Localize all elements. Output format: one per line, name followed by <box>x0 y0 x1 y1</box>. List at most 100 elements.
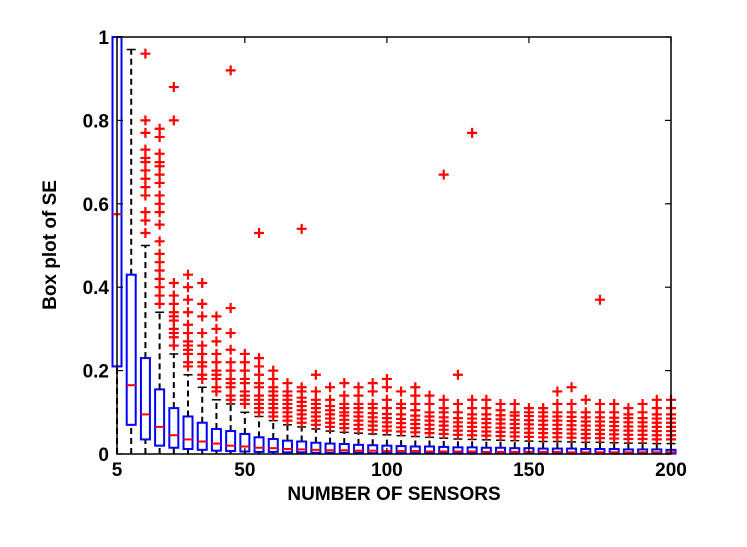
outlier-marker <box>438 403 449 414</box>
outlier-marker <box>154 248 165 259</box>
outlier-marker <box>211 348 222 359</box>
outlier-marker <box>140 227 151 238</box>
outlier-marker <box>538 403 549 414</box>
outlier-marker <box>353 390 364 401</box>
outlier-marker <box>580 407 591 418</box>
outlier-marker <box>254 378 265 389</box>
box-95 <box>367 378 379 455</box>
outlier-marker <box>594 398 605 409</box>
outlier-marker <box>239 357 250 368</box>
box-70 <box>296 223 308 454</box>
outlier-marker <box>197 348 208 359</box>
box-80 <box>324 382 336 454</box>
outlier-marker <box>282 386 293 397</box>
outlier-marker <box>168 298 179 309</box>
box-120 <box>438 169 450 455</box>
outlier-marker <box>197 328 208 339</box>
plot-frame <box>116 36 672 455</box>
box-iqr <box>225 430 237 453</box>
box-iqr <box>480 446 492 455</box>
outlier-marker <box>197 311 208 322</box>
box-iqr <box>367 444 379 455</box>
outlier-marker <box>310 386 321 397</box>
outlier-marker <box>197 340 208 351</box>
outlier-marker <box>154 265 165 276</box>
outlier-marker <box>197 357 208 368</box>
outlier-marker <box>225 390 236 401</box>
box-20 <box>154 123 166 454</box>
outlier-marker <box>325 382 336 393</box>
outlier-marker <box>183 336 194 347</box>
box-iqr <box>310 441 322 454</box>
outlier-marker <box>197 369 208 380</box>
outlier-marker <box>396 386 407 397</box>
box-45 <box>225 65 237 454</box>
box-iqr <box>424 445 436 455</box>
box-175 <box>594 294 606 455</box>
outlier-marker <box>197 278 208 289</box>
outlier-marker <box>140 207 151 218</box>
outlier-marker <box>154 282 165 293</box>
box-iqr <box>395 445 407 455</box>
outlier-marker <box>353 382 364 393</box>
outlier-marker <box>183 357 194 368</box>
outlier-marker <box>410 390 421 401</box>
y-tick-label: 0.4 <box>83 278 110 299</box>
outlier-marker <box>594 294 605 305</box>
outlier-marker <box>452 398 463 409</box>
x-tick-label: 150 <box>513 460 545 481</box>
outlier-marker <box>183 319 194 330</box>
outlier-marker <box>552 407 563 418</box>
y-tick-label: 0.8 <box>83 111 109 132</box>
box-110 <box>409 382 421 455</box>
outlier-marker <box>211 323 222 334</box>
axis-ticks: 5 50 100 150 200 0 0.2 0.4 0.6 0.8 1 <box>83 28 687 481</box>
outlier-marker <box>424 398 435 409</box>
box-iqr <box>438 445 450 455</box>
outlier-marker <box>225 357 236 368</box>
outlier-marker <box>325 394 336 405</box>
outlier-marker <box>154 198 165 209</box>
outlier-marker <box>410 382 421 393</box>
outlier-marker <box>183 294 194 305</box>
box-105 <box>395 386 407 455</box>
outlier-marker <box>552 398 563 409</box>
box-90 <box>352 382 364 454</box>
outlier-marker <box>254 353 265 364</box>
outlier-marker <box>509 407 520 418</box>
outlier-marker <box>268 382 279 393</box>
outlier-marker <box>339 390 350 401</box>
box-85 <box>338 378 350 454</box>
box-iqr <box>466 446 478 455</box>
outlier-marker <box>566 407 577 418</box>
outlier-marker <box>580 394 591 405</box>
outlier-marker <box>154 257 165 268</box>
outlier-marker <box>523 403 534 414</box>
x-axis-label: NUMBER OF SENSORS <box>287 484 500 505</box>
box-iqr <box>168 407 180 449</box>
box-50 <box>239 348 251 454</box>
box-65 <box>281 378 293 454</box>
outlier-marker <box>154 169 165 180</box>
outlier-marker <box>254 369 265 380</box>
box-iqr <box>182 415 194 450</box>
box-iqr <box>196 421 208 451</box>
outlier-marker <box>183 307 194 318</box>
outlier-marker <box>183 269 194 280</box>
outlier-marker <box>154 132 165 143</box>
outlier-marker <box>168 340 179 351</box>
box-125 <box>452 369 464 455</box>
outlier-marker <box>154 236 165 247</box>
outlier-marker <box>183 328 194 339</box>
box-185 <box>622 403 634 455</box>
outlier-marker <box>310 394 321 405</box>
outlier-marker <box>168 290 179 301</box>
outlier-marker <box>381 394 392 405</box>
box-iqr <box>409 445 421 455</box>
outlier-marker <box>609 398 620 409</box>
outlier-marker <box>282 378 293 389</box>
outlier-marker <box>495 398 506 409</box>
outlier-marker <box>154 190 165 201</box>
box-iqr <box>509 447 521 455</box>
outlier-marker <box>140 152 151 163</box>
